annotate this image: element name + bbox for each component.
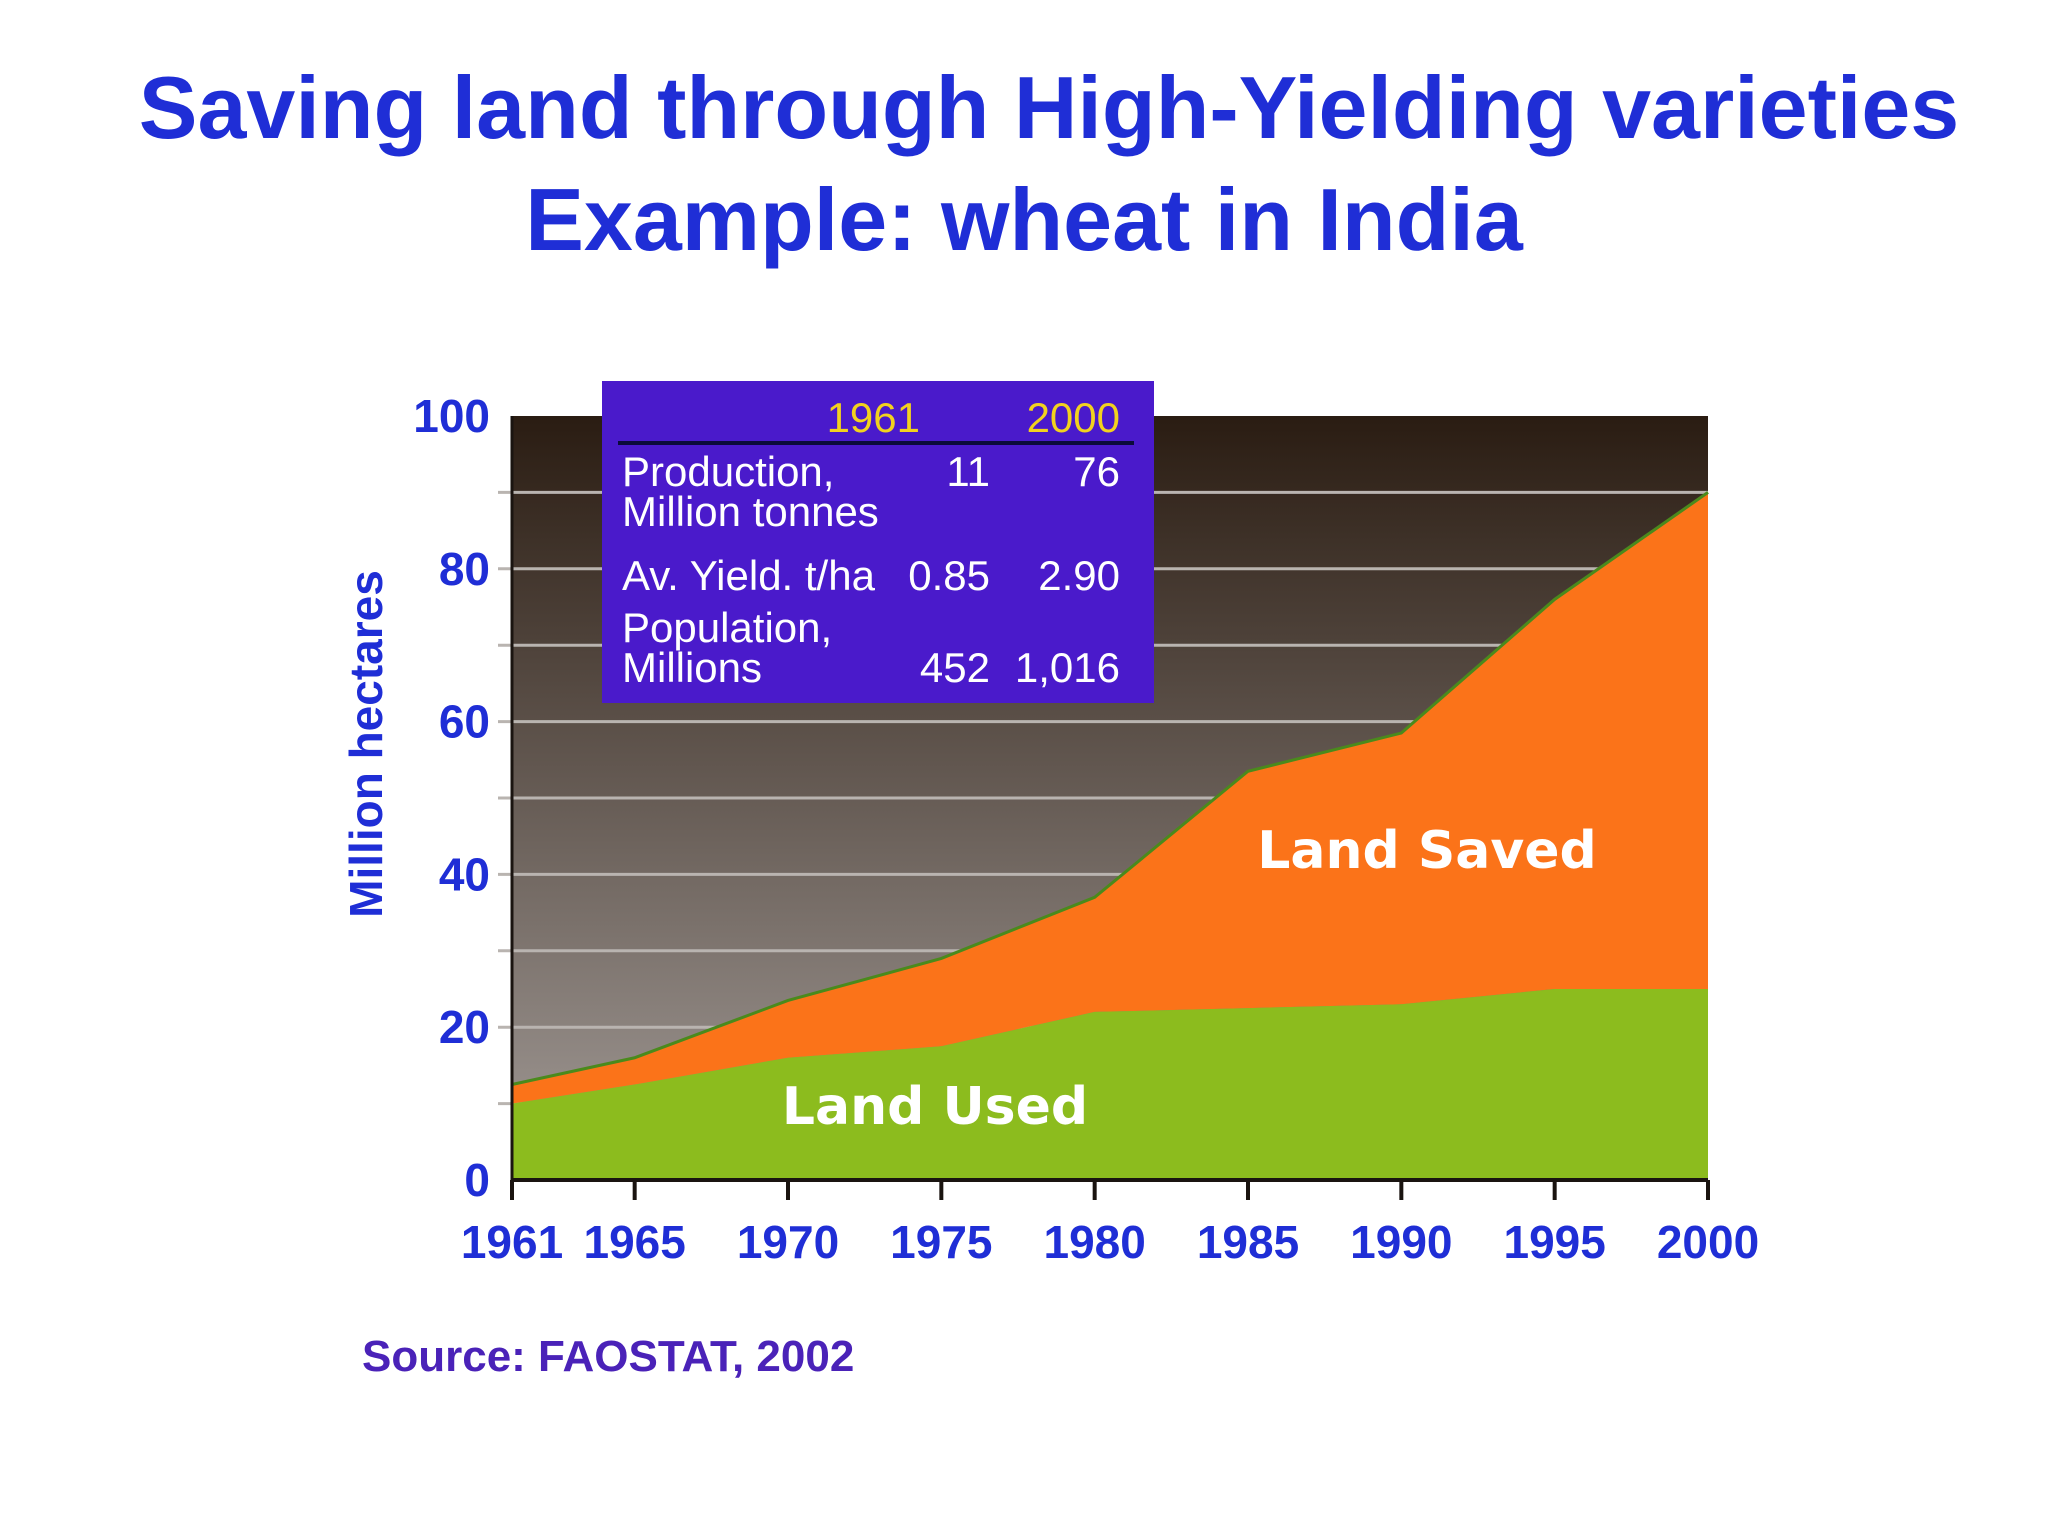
x-tick-label-1990: 1990 bbox=[1350, 1216, 1452, 1268]
stats-production-1961: 11 bbox=[946, 448, 990, 495]
stats-yield-label: Av. Yield. t/ha bbox=[622, 552, 875, 599]
stats-production-label-line-1: Production, bbox=[622, 448, 835, 495]
stats-header-year-2000: 2000 bbox=[1026, 394, 1120, 441]
stats-production-2000: 76 bbox=[1073, 448, 1120, 495]
stats-yield-2000: 2.90 bbox=[1038, 552, 1120, 599]
stats-header-rule bbox=[618, 441, 1134, 445]
x-tick-label-1995: 1995 bbox=[1503, 1216, 1605, 1268]
series-label-land-saved: Land Saved bbox=[1257, 821, 1597, 881]
x-tick-label-1970: 1970 bbox=[737, 1216, 839, 1268]
area-top-boundary bbox=[511, 491, 1709, 1086]
tick-labels: 0 20 40 60 80 100 1961 1965 1970 1975 1980 1985 1990… bbox=[413, 390, 1759, 1268]
x-tick-label-1980: 1980 bbox=[1043, 1216, 1145, 1268]
series-label-land-used: Land Used bbox=[782, 1077, 1088, 1137]
area-land-used bbox=[512, 989, 1708, 1180]
x-tick-label-1965: 1965 bbox=[583, 1216, 685, 1268]
stats-production-label-line-2: Million tonnes bbox=[622, 488, 879, 535]
stats-population-label-line-2: Millions bbox=[622, 644, 763, 691]
x-tick-label-1985: 1985 bbox=[1197, 1216, 1299, 1268]
y-axis-label: Million hectares bbox=[340, 570, 392, 918]
axes bbox=[510, 416, 1710, 1200]
y-tick-label-20: 20 bbox=[439, 1001, 490, 1053]
area-series bbox=[511, 491, 1709, 1180]
x-tick-label-1961: 1961 bbox=[461, 1216, 563, 1268]
x-tick-label-1975: 1975 bbox=[890, 1216, 992, 1268]
stats-population-label-line-1: Population, bbox=[622, 604, 833, 651]
area-land-saved bbox=[512, 492, 1708, 1104]
slide-title-line-2: Example: wheat in India bbox=[525, 170, 1523, 269]
y-tick-label-100: 100 bbox=[413, 390, 490, 442]
x-tick-label-2000: 2000 bbox=[1657, 1216, 1759, 1268]
y-tick-label-60: 60 bbox=[439, 696, 490, 748]
y-tick-label-40: 40 bbox=[439, 848, 490, 900]
statistics-table: 1961 2000 Production, Million tonnes 11 … bbox=[602, 381, 1154, 703]
y-tick-label-0: 0 bbox=[464, 1154, 490, 1206]
slide-title-line-1: Saving land through High-Yielding variet… bbox=[138, 58, 1960, 157]
stats-population-2000: 1,016 bbox=[1014, 644, 1120, 691]
source-note: Source: FAOSTAT, 2002 bbox=[362, 1332, 855, 1381]
y-tick-label-80: 80 bbox=[439, 543, 490, 595]
stats-population-1961: 452 bbox=[919, 644, 990, 691]
stats-yield-1961: 0.85 bbox=[908, 552, 990, 599]
stats-header-year-1961: 1961 bbox=[826, 394, 920, 441]
